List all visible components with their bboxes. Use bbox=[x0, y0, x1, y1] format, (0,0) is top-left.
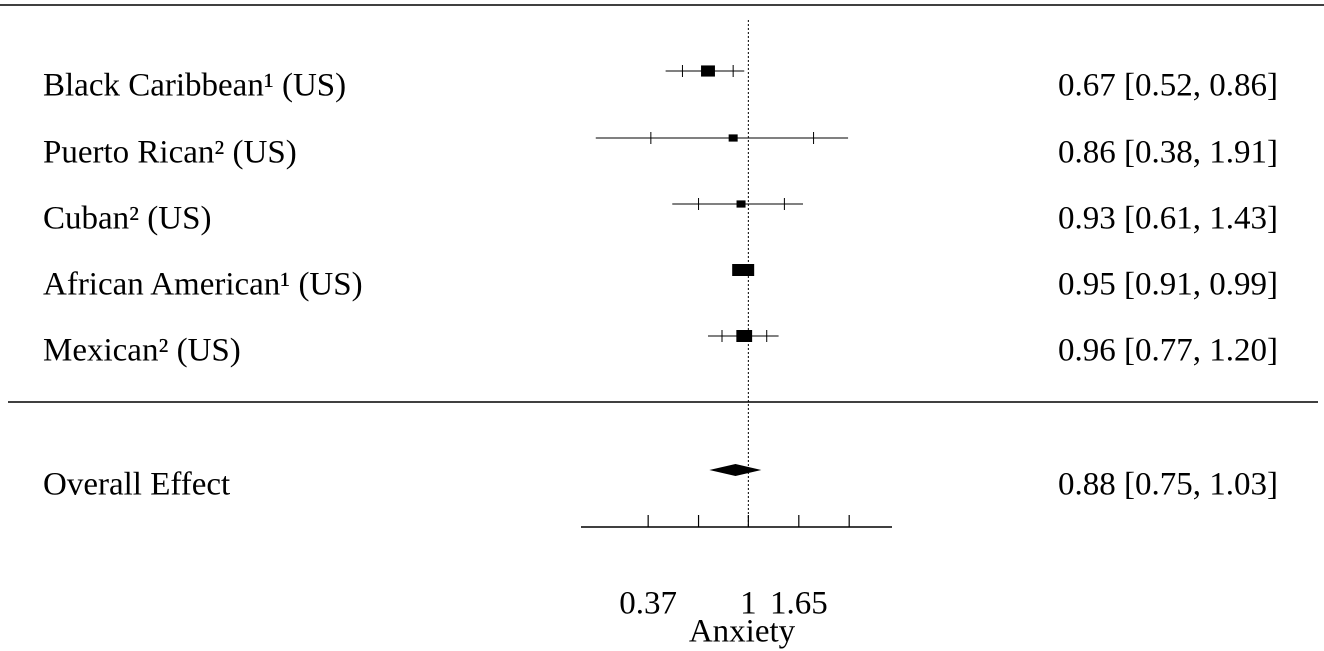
row-label: African American¹ (US) bbox=[43, 267, 363, 303]
value-label: 0.86 [0.38, 1.91] bbox=[1058, 135, 1278, 171]
x-axis-title: Anxiety bbox=[689, 614, 796, 650]
point-estimate bbox=[701, 65, 715, 77]
x-tick-label: 1.65 bbox=[770, 586, 828, 622]
value-label: 0.67 [0.52, 0.86] bbox=[1058, 68, 1278, 104]
row-label: Black Caribbean¹ (US) bbox=[43, 68, 346, 104]
row-label: Cuban² (US) bbox=[43, 201, 211, 237]
overall-diamond bbox=[709, 464, 762, 476]
point-estimate bbox=[736, 330, 753, 342]
point-estimate bbox=[736, 200, 746, 208]
overall-label: Overall Effect bbox=[43, 467, 230, 503]
value-label: 0.96 [0.77, 1.20] bbox=[1058, 333, 1278, 369]
row-label: Puerto Rican² (US) bbox=[43, 135, 297, 171]
value-label: 0.93 [0.61, 1.43] bbox=[1058, 201, 1278, 237]
value-label: 0.95 [0.91, 0.99] bbox=[1058, 267, 1278, 303]
point-estimate bbox=[732, 264, 755, 276]
point-estimate bbox=[728, 134, 738, 142]
x-tick-label: 1 bbox=[740, 586, 757, 622]
row-label: Mexican² (US) bbox=[43, 333, 241, 369]
x-tick-label: 0.37 bbox=[619, 586, 677, 622]
overall-value-label: 0.88 [0.75, 1.03] bbox=[1058, 467, 1278, 503]
